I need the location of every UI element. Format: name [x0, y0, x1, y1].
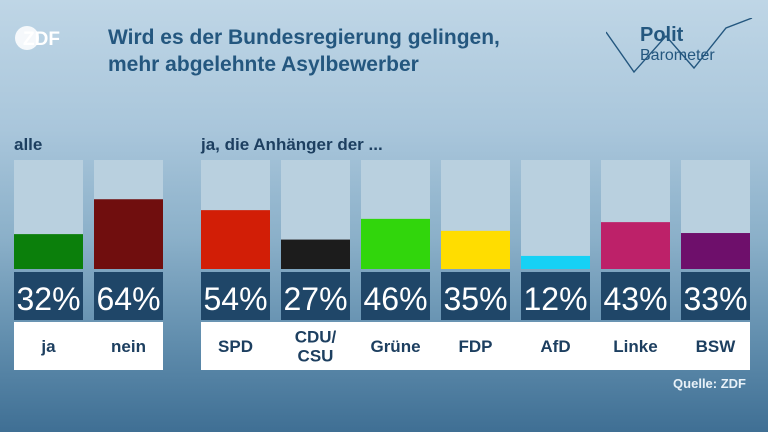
value-box-afd — [521, 272, 590, 320]
value-label-fdp: 35% — [443, 281, 507, 317]
value-label-bsw: 33% — [683, 281, 747, 317]
zdf-logo: ZDF — [15, 26, 60, 50]
value-box-grüne — [361, 272, 430, 320]
value-label-linke: 43% — [603, 281, 667, 317]
category-label-nein: nein — [111, 337, 146, 356]
category-label-bsw: BSW — [696, 337, 737, 356]
group-label-all: alle — [14, 135, 43, 154]
bar-ja — [14, 234, 83, 269]
category-label-grüne: Grüne — [370, 337, 420, 356]
category-label-linke: Linke — [613, 337, 657, 356]
category-label-cducsu: CDU/CSU — [295, 328, 337, 366]
value-label-afd: 12% — [523, 281, 587, 317]
chart-title-line-1: Wird es der Bundesregierung gelingen, — [108, 26, 500, 49]
value-label-ja: 32% — [16, 281, 80, 317]
bar-bsw — [681, 233, 750, 269]
category-label-ja: ja — [40, 337, 56, 356]
category-strip-all — [14, 322, 163, 370]
category-strip-supporters — [201, 322, 750, 370]
value-box-ja — [14, 272, 83, 320]
value-label-cducsu: 27% — [283, 281, 347, 317]
bar-fdp — [441, 230, 510, 269]
bar-spd — [201, 210, 270, 269]
group-label-supporters: ja, die Anhänger der ... — [201, 135, 383, 154]
value-label-nein: 64% — [96, 281, 160, 317]
value-box-spd — [201, 272, 270, 320]
category-label-fdp: FDP — [459, 337, 493, 356]
value-box-linke — [601, 272, 670, 320]
value-box-nein — [94, 272, 163, 320]
bar-afd — [521, 255, 590, 269]
politbarometer-logo-line2: Barometer — [640, 47, 715, 64]
category-label-spd: SPD — [218, 337, 253, 356]
value-label-spd: 54% — [203, 281, 267, 317]
bar-nein — [94, 199, 163, 269]
bar-linke — [601, 222, 670, 269]
value-box-cducsu — [281, 272, 350, 320]
bar-track-afd — [521, 160, 590, 269]
chart-title-line-2: mehr abgelehnte Asylbewerber — [108, 53, 419, 76]
value-label-grüne: 46% — [363, 281, 427, 317]
category-label-afd: AfD — [540, 337, 570, 356]
bar-grüne — [361, 218, 430, 269]
politbarometer-logo-line1: Polit — [640, 24, 684, 46]
value-box-bsw — [681, 272, 750, 320]
value-box-fdp — [441, 272, 510, 320]
zdf-logo-text: ZDF — [23, 29, 60, 50]
bar-cducsu — [281, 239, 350, 269]
source-note: Quelle: ZDF — [673, 376, 746, 391]
politbarometer-logo — [606, 18, 753, 74]
chart-title: Wird es der Bundesregierung gelingen, me… — [108, 24, 500, 78]
